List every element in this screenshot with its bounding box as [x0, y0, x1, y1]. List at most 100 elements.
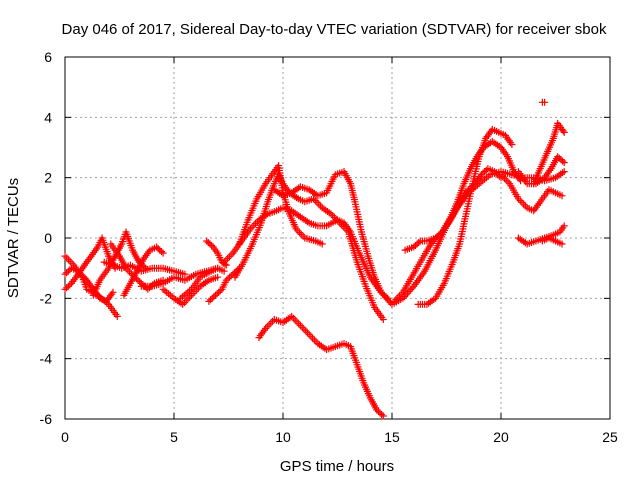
data-point	[554, 153, 562, 161]
series-arc-g	[120, 243, 167, 299]
data-point	[377, 288, 385, 296]
data-point	[210, 293, 218, 301]
data-point	[63, 254, 71, 262]
data-point	[481, 168, 489, 176]
data-point	[410, 243, 418, 251]
series-arc-t	[414, 125, 516, 308]
y-axis-label: SDTVAR / TECUs	[5, 178, 22, 298]
data-point	[380, 291, 388, 299]
series-arc-h	[137, 264, 222, 290]
data-point	[298, 323, 306, 331]
x-axis-label: GPS time / hours	[280, 458, 394, 475]
plot-frame	[64, 56, 611, 420]
data-point	[479, 169, 487, 177]
data-point	[379, 316, 387, 323]
data-point	[558, 240, 566, 248]
data-point	[158, 248, 165, 256]
series-arc-q	[255, 312, 387, 420]
grid	[65, 57, 610, 419]
data-point	[315, 200, 323, 208]
data-point	[211, 291, 219, 299]
series-arc-y	[538, 234, 566, 248]
data-point	[557, 156, 565, 164]
data-point	[63, 284, 71, 292]
data-point	[204, 239, 212, 246]
data-point	[384, 294, 392, 302]
x-tick-label: 0	[61, 429, 69, 445]
series-arc-u	[497, 171, 566, 215]
series-arc-p	[270, 168, 392, 302]
data-point	[215, 288, 223, 296]
data-point	[432, 234, 440, 242]
data-point	[293, 318, 301, 326]
data-point	[305, 331, 313, 338]
data-point	[559, 157, 567, 165]
data-point	[302, 327, 310, 335]
y-tick-label: 6	[44, 49, 52, 65]
data-point	[216, 287, 224, 295]
y-tick-label: 4	[44, 109, 52, 125]
data-point	[518, 198, 526, 206]
data-point	[134, 276, 142, 284]
series-arc-n	[231, 171, 387, 323]
x-tick-label: 15	[384, 429, 400, 445]
series-arc-i	[159, 273, 222, 308]
data-point	[156, 246, 164, 254]
data-point	[303, 329, 311, 337]
data-point	[208, 242, 216, 249]
data-point	[295, 320, 303, 328]
data-point	[159, 249, 167, 257]
data-point	[300, 325, 308, 333]
data-point	[214, 273, 222, 281]
data-point	[373, 406, 381, 414]
data-point	[181, 270, 189, 278]
data-point	[203, 237, 211, 245]
series-arc-z	[538, 98, 549, 106]
data-point	[559, 127, 567, 135]
data-point	[220, 267, 228, 275]
data-point	[213, 290, 221, 298]
data-point	[539, 175, 547, 183]
data-point	[222, 276, 230, 284]
x-tick-label: 25	[602, 429, 618, 445]
data-point	[296, 322, 304, 329]
data-point	[297, 230, 305, 238]
data-point	[374, 408, 382, 415]
x-tick-label: 20	[493, 429, 509, 445]
data-point	[269, 317, 276, 325]
data-point	[558, 192, 566, 200]
data-point	[109, 288, 117, 296]
data-point	[433, 233, 441, 240]
data-point	[318, 240, 326, 248]
data-point	[495, 142, 503, 150]
data-point	[405, 287, 413, 295]
data-point	[407, 286, 415, 294]
data-point	[477, 171, 485, 179]
data-point	[65, 256, 72, 264]
data-point	[66, 258, 74, 265]
data-point	[435, 231, 443, 239]
y-tick-label: -6	[40, 411, 53, 427]
data-point	[227, 251, 235, 259]
x-tick-label: 10	[275, 429, 291, 445]
chart-title: Day 046 of 2017, Sidereal Day-to-day VTE…	[62, 21, 607, 38]
axis-ticks: 0 5 10 15 20 25 -6 -4 -2 0 2 4 6	[40, 49, 618, 445]
data-point	[560, 128, 568, 136]
data-point	[61, 252, 69, 260]
data-point	[413, 240, 421, 248]
data-point	[126, 268, 133, 276]
data-point	[61, 285, 69, 293]
data-point	[206, 240, 214, 248]
series-arc-x	[514, 222, 568, 248]
y-tick-label: 0	[44, 230, 52, 246]
series-arc-k	[203, 237, 230, 269]
data-point	[411, 242, 419, 249]
data-point	[208, 294, 216, 302]
data-point	[560, 222, 568, 230]
series-arc-r	[390, 138, 525, 305]
data-point	[560, 159, 568, 167]
data-point	[225, 253, 233, 261]
data-point	[265, 321, 273, 329]
data-point	[508, 141, 516, 148]
